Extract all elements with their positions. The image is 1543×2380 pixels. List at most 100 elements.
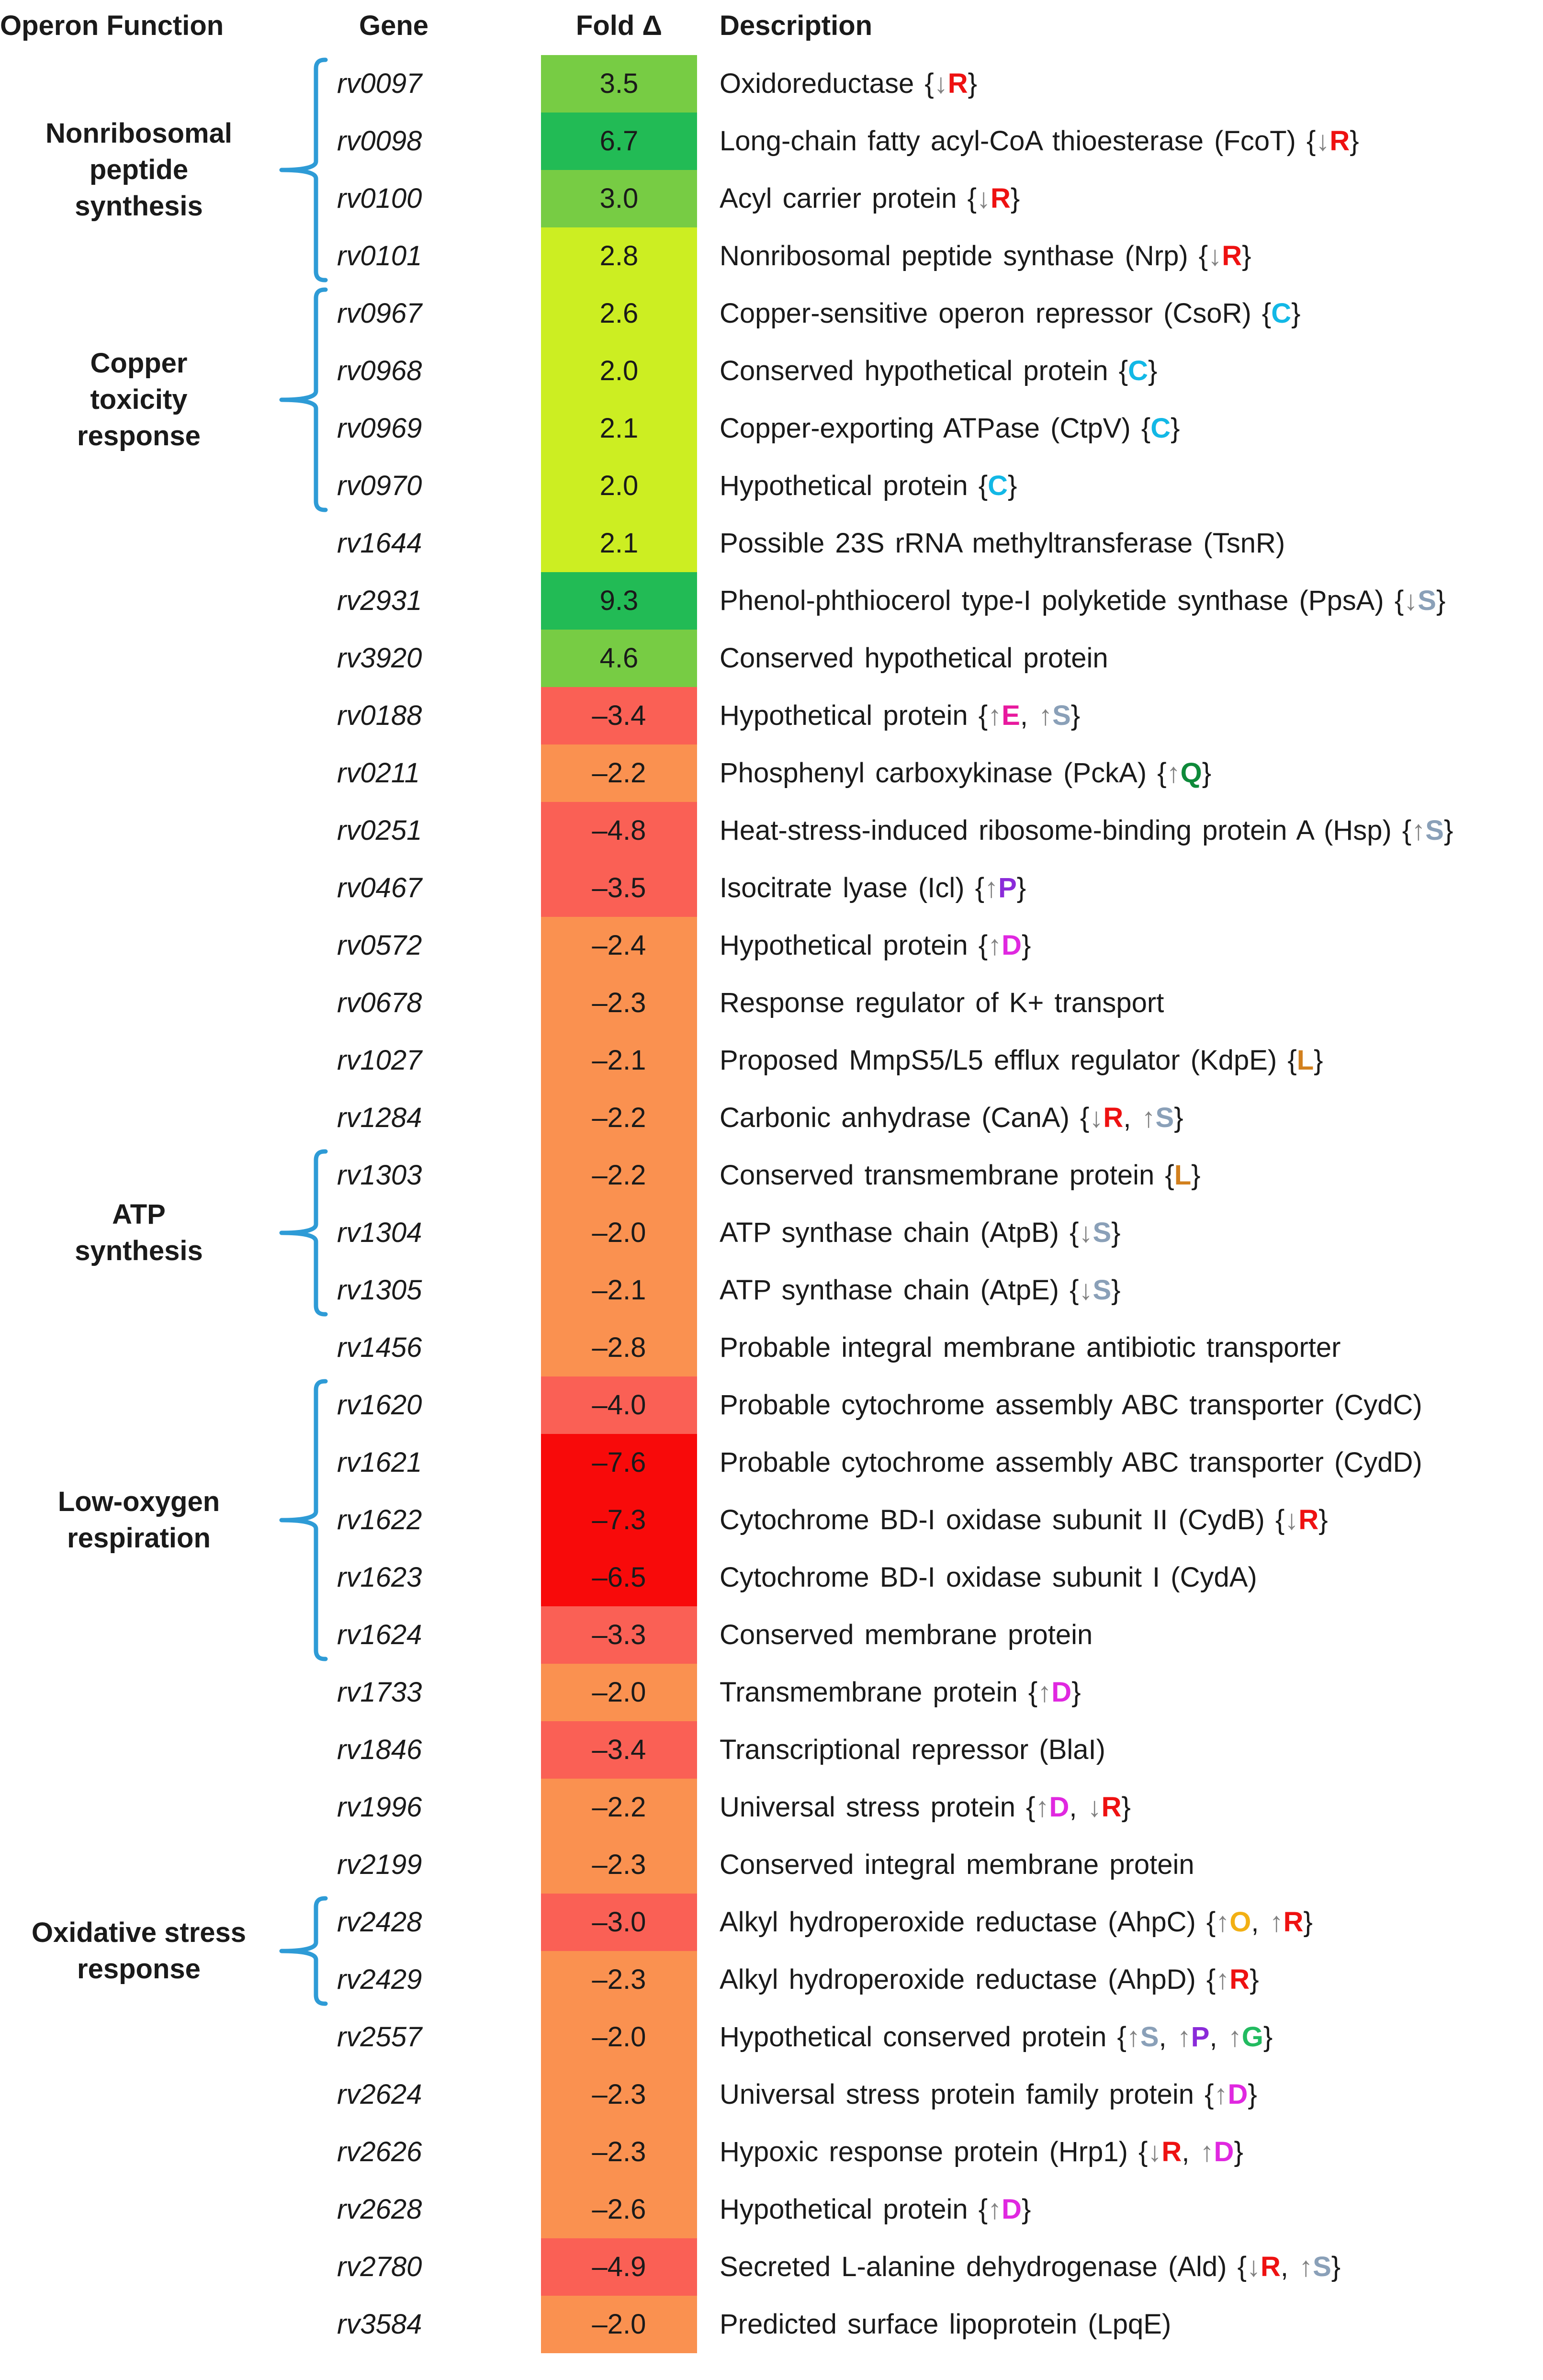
down-arrow-icon: ↓ (1208, 240, 1222, 271)
description-cell: Carbonic anhydrase (CanA) {↓R, ↑S} (720, 1089, 1183, 1147)
description-cell: Hypothetical protein {↑D} (720, 2181, 1031, 2238)
description-text: Transmembrane protein (720, 1677, 1018, 1708)
table-row: rv1027 –2.1 Proposed MmpS5/L5 efflux regul… (0, 1032, 1543, 1089)
regulator-tags: {C} (1108, 355, 1158, 386)
description-cell: Oxidoreductase {↓R} (720, 55, 977, 113)
description-text: Hypoxic response protein (Hrp1) (720, 2136, 1128, 2167)
fold-change-cell: –2.2 (541, 1779, 697, 1836)
description-cell: Response regulator of K+ transport (720, 974, 1164, 1032)
fold-change-cell: –3.5 (541, 859, 697, 917)
description-text: Carbonic anhydrase (CanA) (720, 1102, 1070, 1133)
description-cell: Hypothetical protein {C} (720, 457, 1017, 515)
gene-cell: rv0467 (337, 872, 422, 903)
regulator-tag: C (1128, 355, 1148, 386)
header-gene: Gene (359, 10, 429, 41)
operon-group-label-line: toxicity (90, 384, 188, 415)
operon-group-label-line: Copper (90, 348, 188, 379)
gene-cell: rv1846 (337, 1734, 422, 1765)
regulator-tags: {C} (1130, 413, 1180, 444)
description-cell: Hypoxic response protein (Hrp1) {↓R, ↑D} (720, 2123, 1243, 2181)
fold-change-cell: 3.5 (541, 55, 697, 113)
description-text: Probable cytochrome assembly ABC transpo… (720, 1447, 1422, 1478)
description-text: ATP synthase chain (AtpB) (720, 1217, 1059, 1248)
description-cell: Cytochrome BD-I oxidase subunit I (CydA) (720, 1549, 1257, 1606)
regulator-tags: {↓R} (1264, 1504, 1328, 1535)
table-row: rv1303 –2.2 Conserved transmembrane protei… (0, 1147, 1543, 1204)
up-arrow-icon: ↑ (1177, 2021, 1191, 2053)
gene-cell: rv0251 (337, 815, 422, 846)
header-fold-change: Fold Δ (575, 10, 663, 41)
gene-cell: rv1733 (337, 1677, 422, 1708)
table-row: rv1620 –4.0 Probable cytochrome assembly A… (0, 1376, 1543, 1434)
regulator-tags: {↓R, ↑S} (1069, 1102, 1183, 1133)
table-row: rv1305 –2.1 ATP synthase chain (AtpE) {↓S} (0, 1262, 1543, 1319)
description-text: Conserved transmembrane protein (720, 1160, 1155, 1191)
fold-change-cell: –3.4 (541, 1721, 697, 1779)
table-row: rv2626 –2.3 Hypoxic response protein (Hrp1… (0, 2123, 1543, 2181)
up-arrow-icon: ↑ (1166, 757, 1181, 789)
fold-change-cell: 2.1 (541, 400, 697, 457)
description-text: Nonribosomal peptide synthase (Nrp) (720, 240, 1188, 271)
description-cell: Probable integral membrane antibiotic tr… (720, 1319, 1340, 1376)
table-row: rv1996 –2.2 Universal stress protein {↑D, … (0, 1779, 1543, 1836)
regulator-tags: {C} (1251, 298, 1301, 329)
regulator-tag: L (1174, 1160, 1192, 1191)
gene-cell: rv2624 (337, 2079, 422, 2110)
fold-change-cell: 2.0 (541, 457, 697, 515)
up-arrow-icon: ↑ (1228, 2021, 1242, 2053)
description-text: Response regulator of K+ transport (720, 987, 1164, 1018)
table-row: rv2199 –2.3 Conserved integral membrane pr… (0, 1836, 1543, 1894)
operon-group-label: Nonribosomal peptide synthesis (0, 115, 278, 225)
description-cell: ATP synthase chain (AtpB) {↓S} (720, 1204, 1121, 1262)
regulator-tag: R (1103, 1102, 1124, 1133)
fold-change-cell: –4.0 (541, 1376, 697, 1434)
regulator-tag: S (1052, 700, 1071, 731)
table-row: rv0969 2.1 Copper-exporting ATPase (CtpV) … (0, 400, 1543, 457)
regulator-tag: C (988, 470, 1008, 501)
fold-change-cell: –2.3 (541, 1836, 697, 1894)
gene-cell: rv0968 (337, 355, 422, 386)
regulator-tags: {↓R, ↑D} (1127, 2136, 1243, 2167)
gene-cell: rv1996 (337, 1792, 422, 1823)
down-arrow-icon: ↓ (1079, 1217, 1093, 1248)
regulator-tag: P (1191, 2021, 1210, 2053)
regulator-tags: {C} (968, 470, 1017, 501)
gene-cell: rv1303 (337, 1160, 422, 1191)
gene-cell: rv1621 (337, 1447, 422, 1478)
description-text: Transcriptional repressor (BlaI) (720, 1734, 1105, 1765)
gene-cell: rv0969 (337, 413, 422, 444)
description-cell: Phosphenyl carboxykinase (PckA) {↑Q} (720, 744, 1211, 802)
regulator-tag: S (1313, 2251, 1331, 2282)
description-cell: Universal stress protein {↑D, ↓R} (720, 1779, 1131, 1836)
regulator-tags: {L} (1277, 1045, 1323, 1076)
fold-change-cell: 2.8 (541, 227, 697, 285)
fold-change-cell: –2.0 (541, 1664, 697, 1721)
description-cell: Secreted L-alanine dehydrogenase (Ald) {… (720, 2238, 1340, 2296)
regulator-tag: D (1228, 2079, 1248, 2110)
fold-change-cell: –3.3 (541, 1606, 697, 1664)
regulator-tags: {↑Q} (1147, 757, 1212, 789)
description-cell: Conserved transmembrane protein {L} (720, 1147, 1201, 1204)
description-text: Secreted L-alanine dehydrogenase (Ald) (720, 2251, 1227, 2282)
regulator-tags: {↑S, ↑P, ↑G} (1106, 2021, 1273, 2053)
regulator-tag: R (990, 183, 1011, 214)
operon-group-label-line: peptide (89, 154, 189, 185)
description-text: Conserved membrane protein (720, 1619, 1093, 1650)
description-text: Probable cytochrome assembly ABC transpo… (720, 1389, 1422, 1421)
description-cell: Nonribosomal peptide synthase (Nrp) {↓R} (720, 227, 1251, 285)
regulator-tags: {↑D, ↓R} (1026, 1792, 1131, 1823)
description-cell: Conserved hypothetical protein {C} (720, 342, 1157, 400)
table-row: rv0678 –2.3 Response regulator of K+ trans… (0, 974, 1543, 1032)
table-row: rv0211 –2.2 Phosphenyl carboxykinase (PckA… (0, 744, 1543, 802)
description-cell: Conserved membrane protein (720, 1606, 1092, 1664)
table-row: rv1456 –2.8 Probable integral membrane ant… (0, 1319, 1543, 1376)
fold-change-cell: –6.5 (541, 1549, 697, 1606)
description-text: Cytochrome BD-I oxidase subunit II (CydB… (720, 1504, 1265, 1535)
fold-change-cell: 4.6 (541, 630, 697, 687)
regulator-tag: D (1214, 2136, 1234, 2167)
gene-cell: rv3584 (337, 2309, 422, 2340)
table-row: rv1622 –7.3 Cytochrome BD-I oxidase subuni… (0, 1491, 1543, 1549)
table-row: rv1733 –2.0 Transmembrane protein {↑D} (0, 1664, 1543, 1721)
gene-cell: rv1027 (337, 1045, 422, 1076)
description-cell: Conserved hypothetical protein (720, 630, 1108, 687)
